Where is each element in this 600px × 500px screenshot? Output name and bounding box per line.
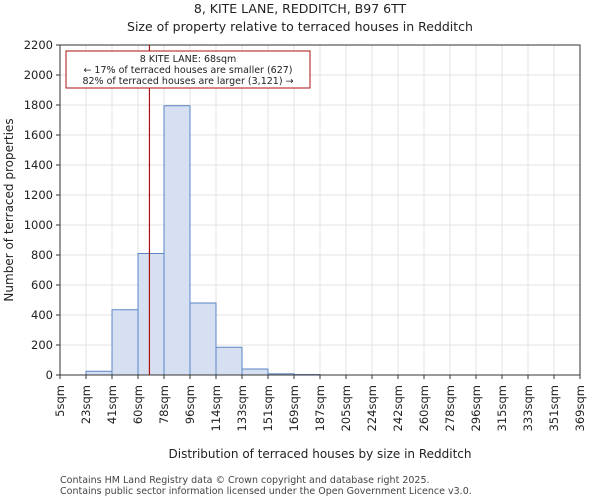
bars	[85, 105, 321, 376]
bar-114sqm	[215, 346, 243, 376]
x-tick-label: 224sqm	[365, 385, 379, 431]
x-tick-label: 151sqm	[261, 385, 275, 431]
x-tick-label: 278sqm	[443, 385, 457, 431]
y-tick-label: 2200	[24, 38, 53, 52]
bar-41sqm	[111, 309, 139, 376]
bar-78sqm	[163, 105, 191, 376]
plot-frame	[59, 44, 581, 376]
x-tick-label: 187sqm	[313, 385, 327, 431]
x-tick-label: 41sqm	[105, 385, 119, 424]
y-tick-label: 1600	[24, 128, 53, 142]
y-tick-label: 1800	[24, 98, 53, 112]
y-tick-label: 1200	[24, 188, 53, 202]
y-tick-label: 1400	[24, 158, 53, 172]
x-tick-label: 333sqm	[521, 385, 535, 431]
x-tick-label: 369sqm	[573, 385, 587, 431]
y-tick-label: 200	[31, 338, 53, 352]
y-tick-label: 0	[46, 368, 53, 382]
footer-line-1: Contains HM Land Registry data © Crown c…	[60, 475, 430, 486]
y-tick-label: 1000	[24, 218, 53, 232]
x-tick-label: 260sqm	[417, 385, 431, 431]
x-tick-label: 169sqm	[287, 385, 301, 431]
x-tick-label: 23sqm	[79, 385, 93, 424]
y-tick-label: 600	[31, 278, 53, 292]
footer-line-2: Contains public sector information licen…	[60, 486, 472, 497]
bar-23sqm	[85, 370, 113, 376]
x-tick-label: 242sqm	[391, 385, 405, 431]
bar-96sqm	[189, 302, 217, 376]
chart-title-line-2: Size of property relative to terraced ho…	[127, 19, 473, 34]
x-tick-label: 315sqm	[495, 385, 509, 431]
y-axis-ticks: 0 200 400 600 800 1000 1200 1400 1600 1800 2000 220…	[24, 38, 60, 382]
y-tick-label: 2000	[24, 68, 53, 82]
y-tick-label: 800	[31, 248, 53, 262]
x-tick-label: 133sqm	[235, 385, 249, 431]
x-tick-label: 296sqm	[469, 385, 483, 431]
annotation-line-3: 82% of terraced houses are larger (3,121…	[82, 76, 293, 87]
annotation-line-1: 8 KITE LANE: 68sqm	[140, 54, 237, 65]
annotation-box	[65, 50, 311, 89]
chart-title-line-1: 8, KITE LANE, REDDITCH, B97 6TT	[194, 1, 407, 16]
x-tick-label: 351sqm	[547, 385, 561, 431]
bar-133sqm	[241, 368, 269, 376]
x-tick-label: 114sqm	[209, 385, 223, 431]
x-tick-label: 96sqm	[183, 385, 197, 424]
x-axis-label: Distribution of terraced houses by size …	[169, 447, 472, 461]
marker-annotation: 8 KITE LANE: 68sqm ← 17% of terraced hou…	[65, 50, 311, 89]
x-axis-ticks: 5sqm 23sqm 41sqm 60sqm 78sqm 96sqm 114sqm 133sq…	[53, 375, 587, 431]
bar-60sqm	[137, 253, 165, 376]
y-tick-label: 400	[31, 308, 53, 322]
x-tick-label: 5sqm	[53, 385, 67, 417]
x-tick-label: 78sqm	[157, 385, 171, 424]
x-tick-label: 205sqm	[339, 385, 353, 431]
annotation-line-2: ← 17% of terraced houses are smaller (62…	[83, 65, 292, 76]
x-tick-label: 60sqm	[131, 385, 145, 424]
y-axis-label: Number of terraced properties	[2, 118, 16, 301]
